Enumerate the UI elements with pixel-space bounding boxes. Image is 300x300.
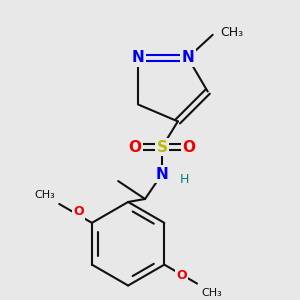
Text: CH₃: CH₃ — [34, 190, 55, 200]
Text: H: H — [180, 172, 190, 186]
Text: O: O — [73, 206, 84, 218]
Text: O: O — [129, 140, 142, 155]
Text: O: O — [176, 269, 187, 282]
Text: O: O — [182, 140, 195, 155]
Text: N: N — [132, 50, 144, 65]
Text: CH₃: CH₃ — [201, 287, 222, 298]
Text: S: S — [156, 140, 167, 155]
Text: N: N — [182, 50, 194, 65]
Text: CH₃: CH₃ — [220, 26, 244, 39]
Text: N: N — [156, 167, 168, 182]
